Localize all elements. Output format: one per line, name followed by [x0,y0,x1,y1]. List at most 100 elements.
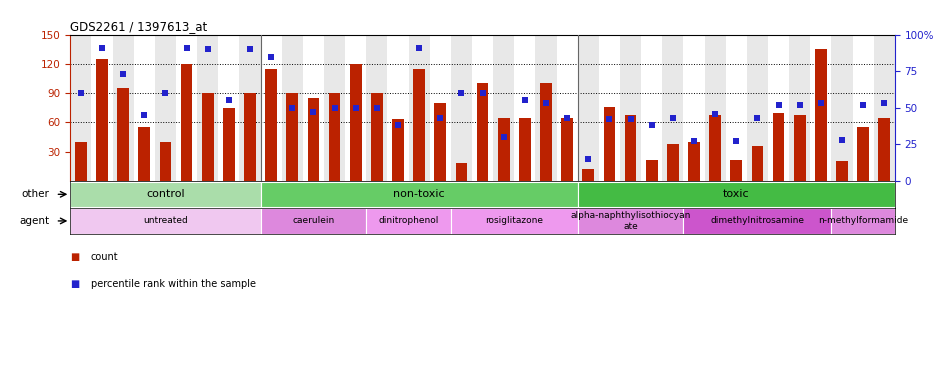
Point [115,71,130,77]
Bar [218,35,240,181]
Bar [181,64,192,181]
Point [327,105,342,111]
Bar [730,159,741,181]
Point [411,45,426,51]
FancyBboxPatch shape [70,208,260,234]
Bar [244,93,256,181]
Bar [413,69,425,181]
Bar [476,83,488,181]
Text: non-toxic: non-toxic [393,189,445,199]
Bar [768,35,788,181]
Bar [578,35,598,181]
Bar [282,35,302,181]
Bar [455,164,467,181]
Bar [434,103,446,181]
Bar [201,93,213,181]
Text: control: control [146,189,184,199]
Bar [561,118,572,181]
Bar [344,35,366,181]
Bar [810,35,830,181]
Text: ■: ■ [70,279,80,289]
Text: ■: ■ [70,252,80,262]
Point [453,90,468,96]
Point [686,138,701,144]
Bar [387,35,408,181]
Point [390,122,405,128]
Bar [392,119,403,181]
Point [305,109,320,115]
Bar [620,35,640,181]
Point [285,105,300,111]
Point [665,115,680,121]
Point [812,100,827,106]
Point [95,45,110,51]
Bar [662,35,682,181]
Bar [492,35,514,181]
Bar [724,35,746,181]
Bar [302,35,324,181]
Bar [539,83,551,181]
Bar [666,144,678,181]
Bar [645,159,657,181]
Bar [872,35,894,181]
Point [770,102,785,108]
Text: alpha-naphthylisothiocyan
ate: alpha-naphthylisothiocyan ate [570,211,690,231]
Bar [139,127,150,181]
Text: dinitrophenol: dinitrophenol [378,217,438,225]
Point [834,137,849,143]
Bar [603,107,615,181]
FancyBboxPatch shape [260,208,366,234]
Bar [450,35,472,181]
Point [221,98,236,104]
Bar [746,35,768,181]
Point [369,105,384,111]
Bar [640,35,662,181]
Bar [324,35,344,181]
Point [728,138,743,144]
Point [644,122,659,128]
Text: agent: agent [19,216,49,226]
Bar [75,142,86,181]
Bar [117,88,129,181]
FancyBboxPatch shape [366,208,450,234]
Bar [112,35,134,181]
Bar [788,35,810,181]
Bar [497,118,509,181]
Point [538,100,553,106]
Point [348,105,363,111]
Bar [197,35,218,181]
Bar [624,114,636,181]
Point [855,102,870,108]
Point [242,46,257,52]
Bar [260,35,282,181]
Text: caerulein: caerulein [292,217,334,225]
Text: n-methylformamide: n-methylformamide [817,217,907,225]
Text: GDS2261 / 1397613_at: GDS2261 / 1397613_at [70,20,207,33]
Bar [856,127,868,181]
Point [73,90,88,96]
Point [496,134,511,140]
Point [580,156,595,162]
Point [622,116,637,122]
Point [601,116,616,122]
Bar [240,35,260,181]
Bar [830,35,852,181]
Bar [835,161,847,181]
Bar [307,98,319,181]
Bar [534,35,556,181]
Bar [514,35,534,181]
Bar [704,35,724,181]
Bar [408,35,430,181]
Point [263,53,278,60]
Point [707,111,722,117]
Point [876,100,891,106]
Bar [96,59,108,181]
FancyBboxPatch shape [450,208,578,234]
Bar [223,108,234,181]
Bar [709,114,720,181]
Point [749,115,764,121]
Bar [793,114,805,181]
Point [158,90,173,96]
Bar [92,35,112,181]
Text: count: count [91,252,118,262]
